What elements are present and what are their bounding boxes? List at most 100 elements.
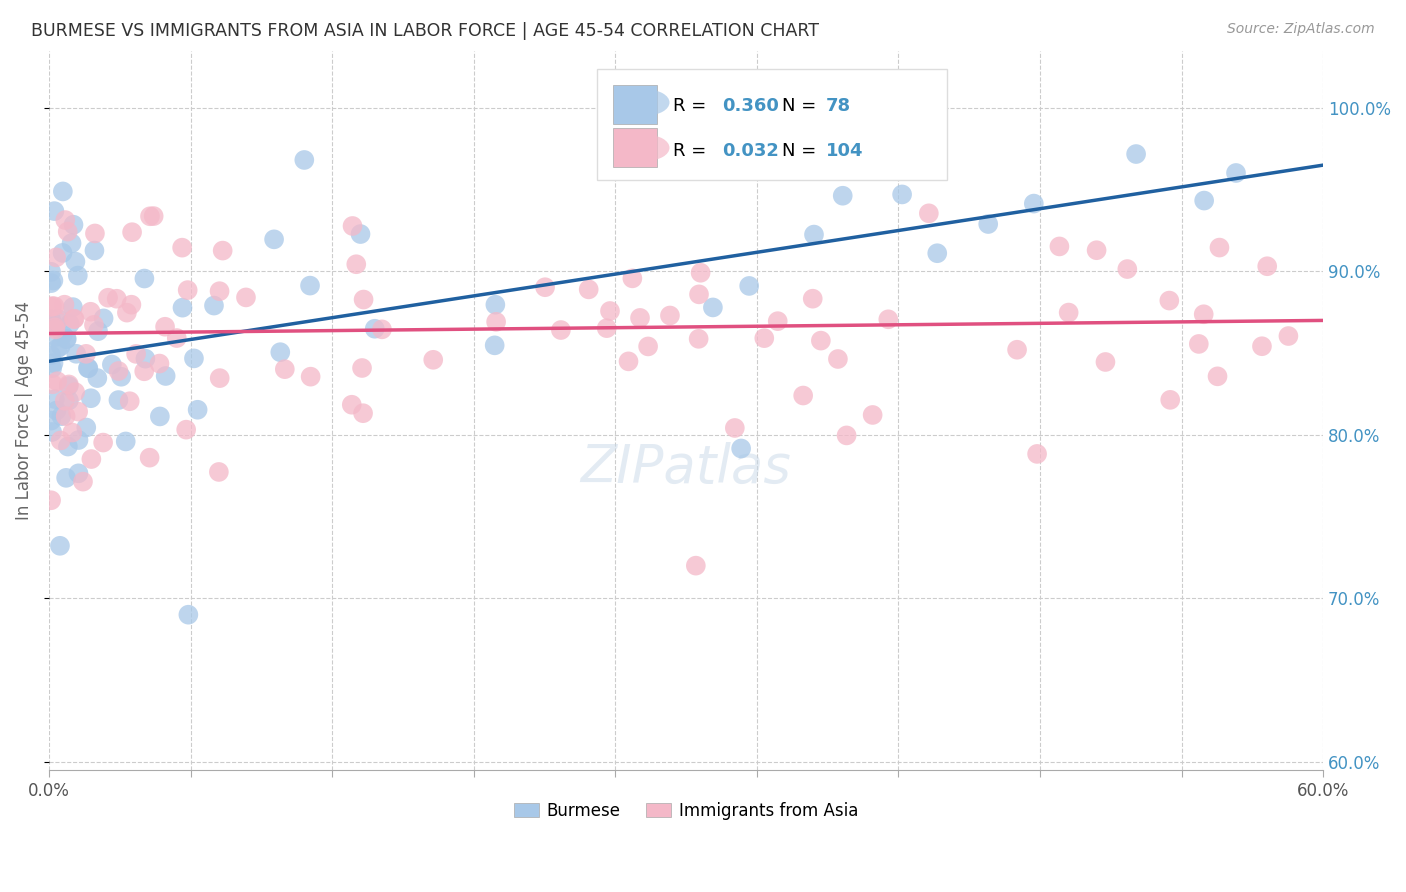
Point [177, 607, 200, 622]
Point [596, 321, 619, 335]
Point [59, 317, 82, 331]
Point [702, 301, 724, 315]
Point [134, 364, 156, 378]
Point [118, 394, 141, 409]
Point [110, 369, 132, 384]
Point [120, 298, 142, 312]
Point [484, 338, 506, 352]
Point [891, 187, 914, 202]
Point [835, 428, 858, 442]
Point [208, 465, 231, 479]
Point [97, 291, 120, 305]
Point [44, 299, 66, 313]
Y-axis label: In Labor Force | Age 45-54: In Labor Force | Age 45-54 [15, 301, 32, 520]
Point [484, 298, 506, 312]
Point [342, 219, 364, 233]
Point [56, 332, 79, 346]
Point [364, 322, 387, 336]
Point [125, 347, 148, 361]
Point [55, 409, 77, 424]
FancyBboxPatch shape [598, 69, 948, 180]
Point [1206, 369, 1229, 384]
Point [1085, 244, 1108, 258]
Point [49, 339, 72, 353]
Point [172, 301, 194, 315]
Point [637, 339, 659, 353]
Point [41, 361, 63, 376]
Point [176, 283, 198, 297]
Point [1225, 166, 1247, 180]
Point [183, 351, 205, 366]
Text: 0.032: 0.032 [721, 143, 779, 161]
Point [862, 408, 884, 422]
Point [1208, 241, 1230, 255]
Point [83, 318, 105, 332]
Point [235, 290, 257, 304]
Point [72, 475, 94, 489]
Text: R =: R = [673, 97, 713, 115]
Point [1159, 293, 1181, 308]
Text: R =: R = [673, 143, 713, 161]
Point [39, 312, 62, 326]
Point [45, 403, 67, 417]
FancyBboxPatch shape [613, 86, 657, 124]
Point [114, 434, 136, 449]
Point [49, 539, 72, 553]
Point [1005, 343, 1028, 357]
Point [578, 282, 600, 296]
Point [53, 393, 76, 408]
Point [685, 558, 707, 573]
Point [352, 406, 374, 420]
Point [269, 345, 291, 359]
Point [58, 377, 80, 392]
Point [41, 425, 63, 439]
Point [60, 425, 83, 440]
Point [299, 369, 322, 384]
Point [658, 309, 681, 323]
Point [274, 362, 297, 376]
Text: N =: N = [782, 97, 821, 115]
Point [689, 266, 711, 280]
Point [45, 251, 67, 265]
Point [83, 244, 105, 258]
Point [67, 467, 90, 481]
Point [75, 420, 97, 434]
Point [101, 358, 124, 372]
FancyBboxPatch shape [613, 128, 657, 167]
Text: 78: 78 [827, 97, 852, 115]
Point [766, 314, 789, 328]
Point [44, 204, 66, 219]
Point [371, 322, 394, 336]
Point [977, 217, 1000, 231]
Point [58, 379, 80, 393]
Point [724, 421, 747, 435]
Point [1256, 259, 1278, 273]
Point [52, 185, 75, 199]
Point [39, 414, 62, 428]
Point [599, 304, 621, 318]
Point [93, 311, 115, 326]
Point [299, 278, 322, 293]
Point [87, 324, 110, 338]
Point [45, 330, 67, 344]
Point [208, 371, 231, 385]
Point [91, 435, 114, 450]
Point [39, 276, 62, 290]
Circle shape [624, 135, 669, 161]
Point [42, 273, 65, 287]
Point [58, 393, 80, 408]
Point [1116, 262, 1139, 277]
Point [139, 209, 162, 223]
Point [53, 213, 76, 227]
Point [44, 320, 66, 334]
Point [1125, 147, 1147, 161]
Point [155, 369, 177, 384]
Point [292, 153, 315, 167]
Point [1094, 355, 1116, 369]
Point [754, 331, 776, 345]
Point [621, 271, 644, 285]
Point [62, 300, 84, 314]
Point [422, 352, 444, 367]
Text: 104: 104 [827, 143, 863, 161]
Point [107, 392, 129, 407]
